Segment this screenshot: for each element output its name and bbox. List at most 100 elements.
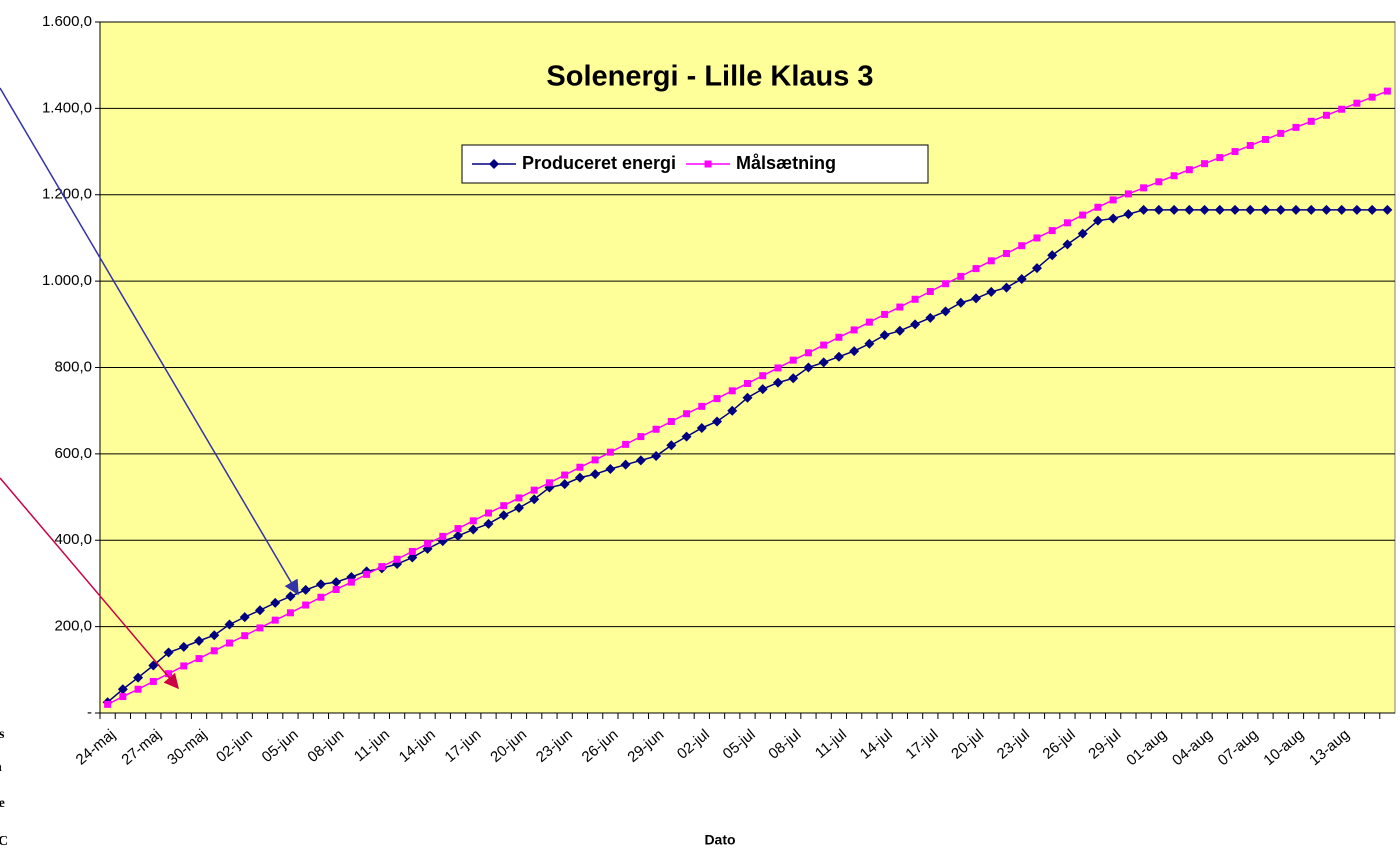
data-point	[224, 619, 235, 630]
data-point	[972, 265, 980, 273]
data-point	[1277, 129, 1285, 137]
side-text: n	[0, 760, 2, 775]
data-point	[239, 612, 250, 623]
data-point	[1169, 204, 1180, 215]
data-point	[331, 577, 342, 588]
x-tick-label: 14-jun	[396, 726, 439, 766]
data-point	[408, 547, 416, 555]
data-point	[1262, 135, 1269, 143]
data-point	[270, 597, 281, 608]
data-point	[1216, 154, 1224, 162]
side-text: C	[0, 834, 8, 849]
data-point	[1322, 111, 1330, 119]
data-point	[241, 632, 249, 640]
data-point	[652, 425, 660, 433]
data-point	[606, 448, 614, 456]
data-point	[134, 685, 142, 693]
data-point	[149, 677, 157, 685]
data-point	[986, 286, 997, 297]
x-tick-label: 20-jul	[948, 726, 987, 763]
data-point	[407, 552, 418, 563]
data-point	[1230, 204, 1241, 215]
x-tick-label: 30-maj	[164, 726, 210, 769]
y-tick-label: 800,0	[54, 358, 92, 375]
data-point	[500, 502, 508, 510]
data-point	[1155, 178, 1163, 186]
data-point	[622, 440, 630, 448]
data-point	[713, 395, 721, 403]
data-point	[820, 341, 828, 349]
y-tick-label: 1.600,0	[42, 13, 92, 30]
data-point	[1290, 204, 1301, 215]
side-text: ys	[0, 727, 5, 742]
data-point	[1123, 209, 1134, 220]
x-tick-label: 05-jul	[720, 726, 759, 763]
data-point	[424, 540, 432, 548]
data-point	[1138, 204, 1149, 215]
legend: Produceret energi Målsætning	[461, 144, 929, 184]
x-tick-label: 11-jun	[351, 726, 393, 765]
data-point	[712, 416, 723, 427]
x-tick-label: 23-jul	[994, 726, 1033, 763]
data-point	[439, 532, 447, 540]
data-point	[117, 684, 128, 695]
data-point	[254, 605, 265, 616]
data-point	[1062, 239, 1073, 250]
data-point	[469, 517, 477, 525]
x-tick-label: 17-jul	[902, 726, 941, 763]
x-tick-label: 17-jun	[442, 726, 485, 766]
data-point	[1048, 227, 1056, 235]
x-tick-label: 29-jul	[1085, 726, 1124, 763]
data-point	[286, 609, 294, 617]
data-point	[302, 601, 310, 609]
data-point	[879, 330, 890, 341]
y-tick-label: 600,0	[54, 445, 92, 462]
data-point	[498, 510, 509, 521]
data-point	[194, 635, 205, 646]
y-tick-label: 1.400,0	[42, 99, 92, 116]
data-point	[681, 431, 692, 442]
data-point	[818, 357, 829, 368]
y-tick-label: 1.200,0	[42, 186, 92, 203]
x-axis-title: Dato	[704, 832, 735, 848]
data-point	[940, 306, 951, 317]
data-point	[226, 639, 233, 647]
data-point	[1094, 203, 1102, 211]
data-point	[881, 310, 889, 318]
data-point	[454, 525, 462, 533]
x-tick-label: 29-jun	[624, 726, 667, 766]
x-tick-label: 04-aug	[1169, 726, 1216, 769]
data-point	[1003, 249, 1010, 257]
data-point	[317, 593, 325, 601]
data-point	[515, 494, 523, 502]
x-tick-label: 08-jun	[304, 726, 347, 766]
data-point	[545, 479, 553, 487]
legend-label: Målsætning	[736, 153, 836, 173]
x-tick-label: 07-aug	[1215, 726, 1262, 769]
data-point	[1383, 87, 1391, 95]
data-point	[209, 630, 220, 641]
data-point	[849, 346, 860, 357]
data-point	[256, 624, 264, 632]
data-point	[759, 372, 767, 380]
legend-marker	[704, 160, 712, 168]
data-point	[104, 700, 112, 708]
data-point	[1382, 204, 1393, 215]
x-tick-label: 02-jul	[674, 726, 713, 763]
data-point	[942, 280, 950, 288]
data-point	[1260, 204, 1271, 215]
x-tick-label: 20-jun	[487, 726, 530, 766]
data-point	[363, 570, 371, 578]
data-point	[1368, 93, 1376, 101]
data-point	[133, 672, 144, 683]
data-point	[1199, 204, 1210, 215]
data-point	[637, 433, 645, 441]
x-tick-label: 26-jul	[1040, 726, 1079, 763]
x-tick-label: 26-jun	[579, 726, 622, 766]
data-point	[1245, 204, 1256, 215]
data-point	[576, 463, 584, 471]
data-point	[529, 494, 540, 505]
data-point	[1292, 123, 1300, 131]
data-point	[590, 469, 601, 480]
